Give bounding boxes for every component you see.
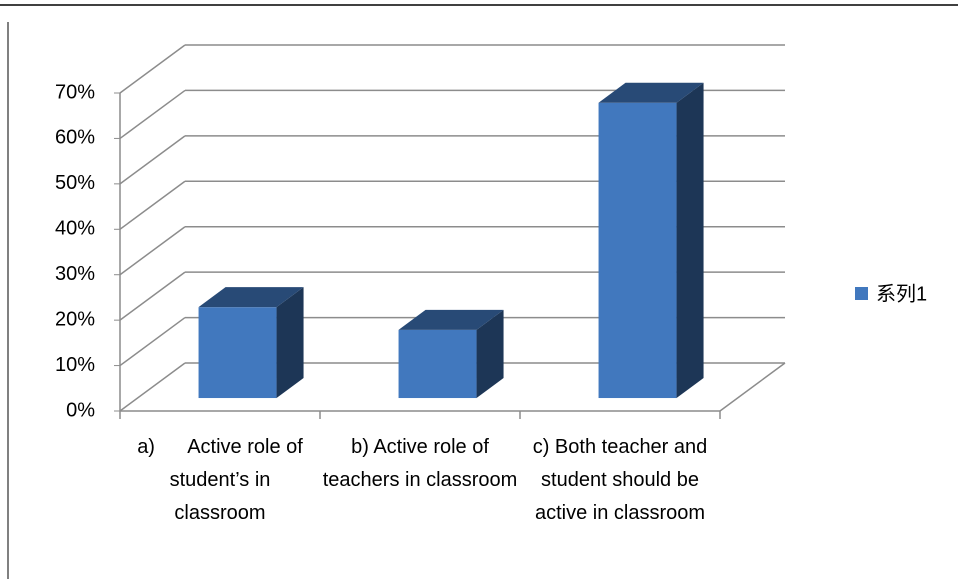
grid-line [119, 135, 186, 185]
y-tick-label: 0% [66, 399, 95, 421]
bar-front [598, 102, 677, 399]
x-tick-label: b) Active role of teachers in classroom [322, 436, 518, 491]
x-tick-label: c) Both teacher and student should be ac… [532, 436, 713, 524]
floor-edge [719, 362, 786, 412]
bar-side [476, 309, 504, 399]
y-tick-label: 70% [55, 81, 95, 103]
grid-line [119, 44, 186, 94]
grid-line [119, 362, 186, 412]
grid-line [119, 316, 186, 367]
bar-top [398, 309, 504, 330]
bar-front [198, 307, 277, 399]
y-tick-label: 20% [55, 308, 95, 330]
bar-top [598, 82, 704, 103]
bar-side [276, 287, 304, 399]
bar-side [676, 82, 704, 399]
grid-line [119, 180, 186, 230]
legend-label: 系列1 [876, 282, 927, 305]
grid-line [119, 226, 186, 276]
grid-line [119, 89, 186, 140]
bar-top [198, 287, 304, 308]
legend-swatch [855, 287, 868, 300]
y-tick-label: 30% [55, 263, 95, 285]
x-tick-label: a) Active role of student’s in classroom [137, 436, 309, 524]
grid-line [119, 271, 186, 321]
y-tick-label: 50% [55, 172, 95, 194]
y-tick-label: 10% [55, 354, 95, 376]
bar-front [398, 329, 477, 399]
y-tick-label: 60% [55, 127, 95, 149]
y-tick-label: 40% [55, 218, 95, 240]
